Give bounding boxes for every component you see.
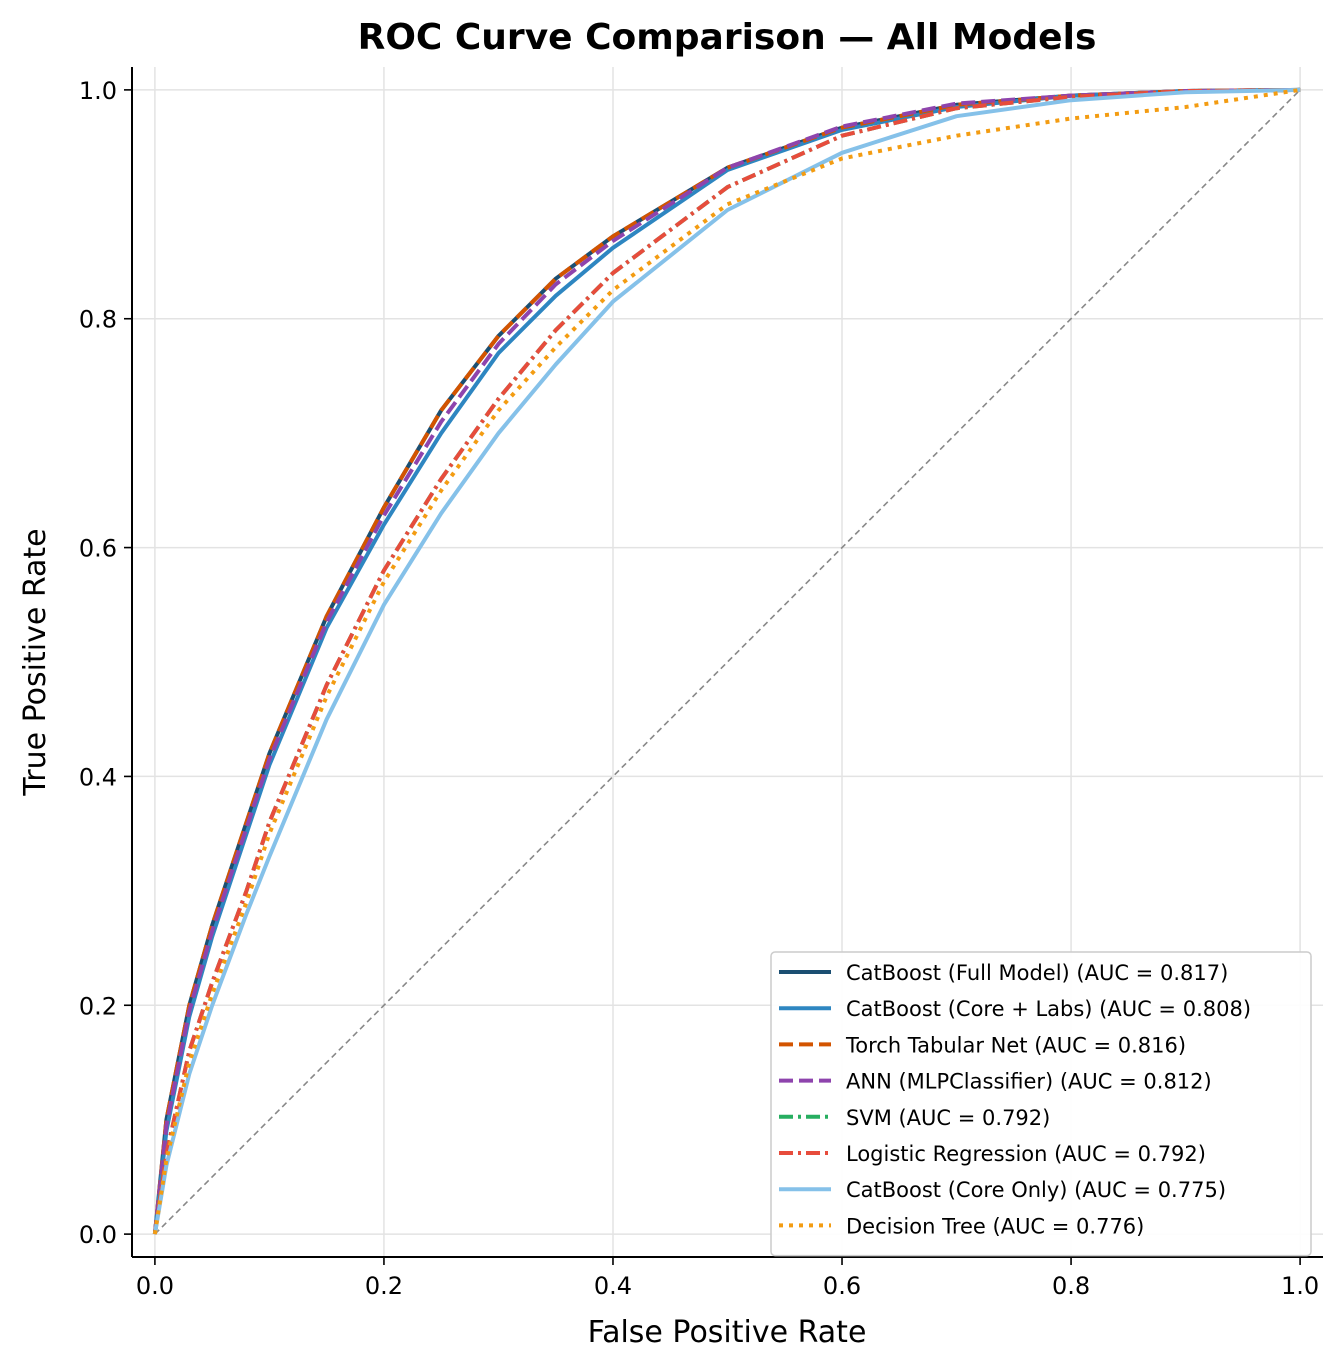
y-tick-label: 1.0 <box>79 77 117 105</box>
series-line-8 <box>152 87 1301 1235</box>
y-axis-label: True Positive Rate <box>18 528 53 796</box>
x-tick-label: 0.4 <box>594 1272 632 1300</box>
legend-label-7: CatBoost (Core Only) (AUC = 0.775) <box>846 1178 1226 1202</box>
chart-title: ROC Curve Comparison — All Models <box>358 17 1097 58</box>
axes <box>131 67 1323 1258</box>
legend-label-1: CatBoost (Full Model) (AUC = 0.817) <box>846 961 1228 985</box>
x-axis-label: False Positive Rate <box>588 1315 867 1350</box>
legend-label-8: Decision Tree (AUC = 0.776) <box>846 1214 1144 1238</box>
legend-label-5: SVM (AUC = 0.792) <box>846 1106 1050 1130</box>
x-tick-label: 0.0 <box>136 1272 174 1300</box>
y-tick-label: 0.0 <box>79 1221 117 1249</box>
legend-box <box>770 951 1312 1257</box>
y-tick-label: 0.2 <box>79 992 117 1020</box>
y-tick-label: 0.4 <box>79 763 117 791</box>
x-tick-label: 0.6 <box>823 1272 861 1300</box>
ticks: 0.0 0.2 0.4 0.6 0.8 1.0 0.0 0.2 0.4 0.6 0.8 1.0 <box>79 77 1319 1300</box>
y-tick-label: 0.6 <box>79 535 117 563</box>
legend-label-2: CatBoost (Core + Labs) (AUC = 0.808) <box>846 997 1251 1021</box>
legend-label-6: Logistic Regression (AUC = 0.792) <box>846 1142 1206 1166</box>
y-tick-label: 0.8 <box>79 306 117 334</box>
series-line-6 <box>152 87 1301 1235</box>
x-tick-label: 1.0 <box>1281 1272 1319 1300</box>
legend-label-3: Torch Tabular Net (AUC = 0.816) <box>845 1033 1186 1057</box>
x-tick-label: 0.2 <box>365 1272 403 1300</box>
series-layer <box>152 87 1301 1235</box>
legend: CatBoost (Full Model) (AUC = 0.817) CatBo… <box>770 951 1312 1257</box>
grid-lines <box>132 67 1323 1257</box>
legend-label-4: ANN (MLPClassifier) (AUC = 0.812) <box>846 1070 1212 1094</box>
x-tick-label: 0.8 <box>1052 1272 1090 1300</box>
series-line-7 <box>152 87 1301 1235</box>
